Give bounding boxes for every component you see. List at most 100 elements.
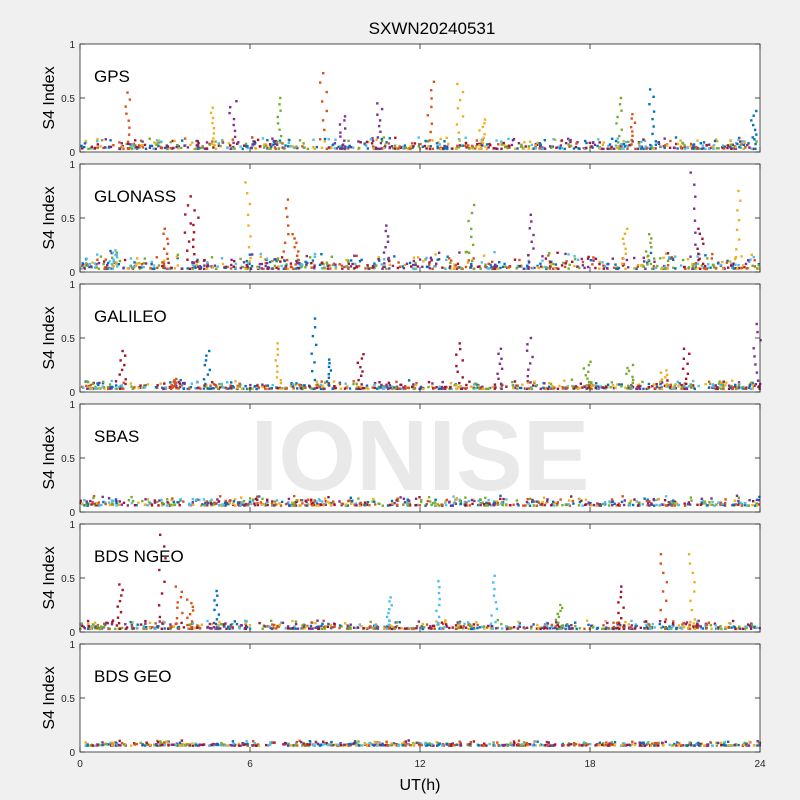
data-point — [554, 625, 557, 628]
data-point — [521, 383, 524, 386]
data-point — [257, 744, 261, 747]
data-point — [327, 376, 331, 379]
data-point — [301, 385, 304, 388]
data-point — [194, 147, 197, 151]
data-point — [205, 500, 209, 503]
data-point — [455, 498, 458, 501]
data-point — [255, 387, 258, 391]
data-point — [286, 258, 289, 262]
data-point — [284, 502, 288, 506]
data-point — [549, 145, 552, 148]
data-point — [214, 147, 218, 150]
data-point — [314, 504, 318, 507]
data-point — [612, 266, 616, 269]
data-point — [714, 624, 717, 627]
data-point — [404, 384, 407, 388]
data-point — [154, 142, 158, 145]
data-point — [333, 147, 336, 150]
data-point — [358, 504, 361, 507]
data-point — [298, 739, 301, 743]
data-point — [690, 499, 693, 502]
data-point — [592, 503, 596, 507]
data-point — [441, 387, 445, 391]
data-point — [556, 387, 560, 390]
data-point — [546, 498, 549, 501]
data-point — [524, 145, 527, 148]
data-point — [496, 741, 499, 744]
data-point — [499, 744, 502, 747]
data-point — [107, 387, 110, 391]
data-point — [437, 591, 441, 595]
data-point — [244, 181, 247, 184]
data-point — [598, 147, 602, 150]
data-point — [601, 143, 605, 147]
data-point — [140, 266, 143, 269]
data-point — [653, 257, 656, 260]
data-point — [293, 625, 296, 628]
data-point — [511, 626, 514, 630]
data-point — [157, 144, 160, 148]
data-point — [574, 621, 577, 624]
data-point — [178, 382, 181, 385]
data-point — [655, 266, 658, 270]
data-point — [125, 627, 128, 630]
data-point — [458, 621, 461, 625]
data-point — [622, 262, 625, 266]
data-point — [585, 384, 588, 387]
data-point — [438, 586, 441, 589]
data-point — [391, 264, 395, 268]
data-point — [311, 627, 314, 630]
data-point — [454, 624, 458, 627]
data-point — [412, 263, 415, 267]
data-point — [388, 608, 391, 611]
data-point — [149, 267, 152, 270]
data-point — [476, 265, 480, 268]
data-point — [458, 740, 461, 743]
data-point — [581, 386, 584, 389]
data-point — [753, 625, 757, 628]
data-point — [290, 502, 294, 506]
data-point — [407, 379, 411, 382]
data-point — [163, 146, 167, 150]
data-point — [85, 257, 88, 260]
data-point — [294, 501, 297, 504]
data-point — [123, 363, 126, 367]
data-point — [165, 145, 169, 149]
data-point — [573, 255, 576, 258]
data-point — [658, 386, 661, 389]
data-point — [390, 627, 394, 631]
data-point — [567, 742, 570, 745]
data-point — [327, 365, 331, 369]
data-point — [512, 744, 516, 747]
data-point — [547, 741, 550, 744]
data-point — [234, 380, 237, 383]
data-point — [220, 741, 223, 745]
data-point — [251, 744, 254, 747]
data-point — [541, 255, 544, 258]
data-point — [118, 627, 122, 630]
data-point — [399, 383, 402, 387]
data-point — [531, 500, 534, 504]
data-point — [157, 504, 160, 507]
data-point — [574, 385, 578, 388]
data-point — [385, 141, 388, 144]
data-point — [567, 143, 570, 146]
data-point — [203, 363, 206, 367]
data-point — [465, 146, 468, 149]
data-point — [379, 386, 382, 389]
data-point — [656, 497, 660, 501]
data-point — [261, 137, 265, 140]
data-point — [629, 126, 633, 129]
spike — [325, 358, 334, 390]
data-point — [210, 623, 213, 626]
data-point — [448, 626, 451, 630]
data-point — [599, 504, 602, 507]
data-point — [193, 265, 197, 268]
data-point — [439, 137, 442, 141]
data-point — [596, 387, 599, 391]
data-point — [681, 367, 685, 370]
data-point — [736, 267, 739, 270]
data-point — [225, 503, 228, 506]
data-point — [319, 138, 322, 141]
